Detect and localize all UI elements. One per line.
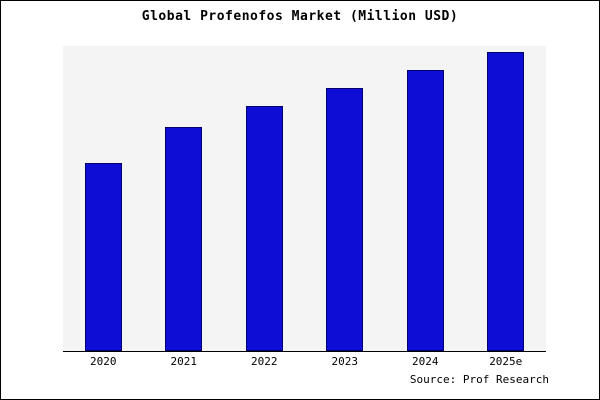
bar-2023	[326, 87, 364, 351]
x-axis-labels: 2020 2021 2022 2023 2024 2025e	[63, 355, 546, 368]
bar-slot-2025e	[466, 46, 547, 351]
bar-slot-2024	[385, 46, 466, 351]
bar-slot-2022	[224, 46, 305, 351]
bar-2024	[406, 69, 444, 351]
plot-area	[63, 46, 546, 352]
x-tick-label-2023: 2023	[331, 355, 359, 368]
x-tick-label-2021: 2021	[170, 355, 198, 368]
bar-slot-2020	[63, 46, 144, 351]
x-tick-label-2022: 2022	[251, 355, 278, 368]
x-tick-label-2025e: 2025e	[489, 355, 523, 368]
bar-slot-2023	[305, 46, 386, 351]
x-tick-label-2020: 2020	[90, 355, 117, 368]
bars	[63, 46, 546, 351]
source-text: Source: Prof Research	[409, 373, 549, 386]
chart-title: Global Profenofos Market (Million USD)	[141, 9, 459, 24]
bar-2021	[165, 126, 203, 351]
bar-2022	[245, 105, 283, 351]
bar-slot-2021	[144, 46, 225, 351]
bar-2020	[84, 162, 122, 351]
x-tick-label-2024: 2024	[412, 355, 439, 368]
bar-2025e	[487, 51, 525, 351]
